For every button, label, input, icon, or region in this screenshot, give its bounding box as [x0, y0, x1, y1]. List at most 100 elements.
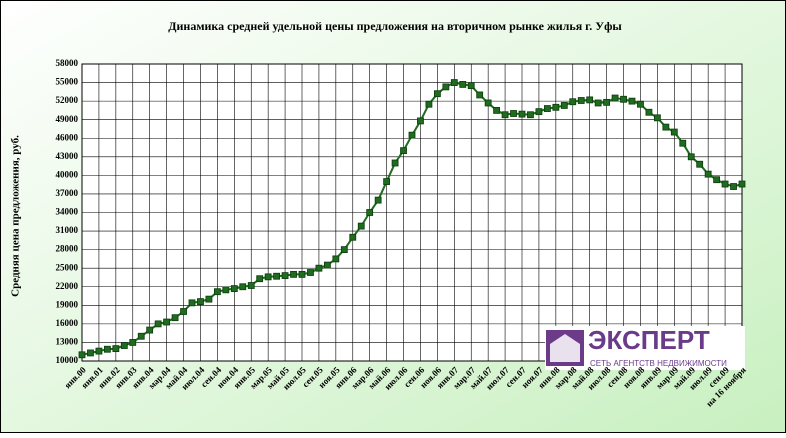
point-marker [213, 288, 221, 296]
point-marker [662, 123, 670, 131]
point-marker [467, 82, 475, 90]
point-marker [645, 108, 653, 116]
point-marker [696, 160, 704, 168]
y-tick-label: 31000 [56, 225, 79, 235]
y-tick-label: 49000 [56, 114, 79, 124]
point-marker [704, 170, 712, 178]
y-tick-label: 28000 [56, 244, 79, 254]
point-marker [95, 347, 103, 355]
y-tick-label: 34000 [56, 207, 79, 217]
point-marker [687, 153, 695, 161]
point-marker [560, 102, 568, 109]
point-marker [298, 270, 306, 278]
point-marker [273, 272, 281, 280]
point-marker [323, 261, 331, 269]
y-tick-label: 13000 [56, 337, 79, 347]
point-marker [171, 314, 179, 322]
point-marker [425, 100, 433, 108]
point-marker [332, 255, 340, 263]
point-marker [87, 349, 94, 357]
point-marker [459, 81, 467, 88]
point-marker [188, 299, 196, 307]
point-marker [603, 98, 611, 106]
point-marker [569, 98, 577, 106]
y-tick-label: 19000 [56, 299, 79, 309]
point-marker [738, 180, 746, 188]
point-marker [552, 103, 560, 111]
y-tick-label: 16000 [56, 318, 79, 328]
point-marker [577, 97, 585, 104]
point-marker [670, 128, 678, 136]
point-marker [637, 100, 644, 108]
point-marker [256, 275, 264, 283]
point-marker [290, 270, 297, 278]
point-marker [713, 176, 721, 184]
point-marker [543, 105, 551, 112]
point-marker [628, 97, 636, 105]
point-marker [129, 339, 137, 346]
point-marker [180, 308, 187, 315]
point-marker [730, 183, 737, 190]
point-marker [611, 94, 619, 102]
point-marker [205, 295, 213, 303]
point-marker [653, 114, 661, 122]
point-marker [501, 111, 509, 119]
y-tick-label: 25000 [56, 262, 79, 272]
point-marker [383, 178, 391, 185]
y-axis-label: Средняя цена предложения, руб. [10, 135, 22, 297]
point-marker [518, 110, 526, 118]
point-marker [510, 110, 517, 117]
point-marker [417, 117, 424, 125]
point-marker [594, 99, 602, 107]
y-tick-label: 58000 [56, 58, 79, 68]
y-tick-label: 52000 [56, 95, 79, 105]
point-marker [340, 246, 348, 254]
point-marker [78, 351, 86, 359]
point-marker [450, 79, 458, 86]
point-marker [120, 342, 128, 349]
point-marker [408, 131, 416, 139]
point-marker [679, 139, 687, 147]
point-marker [281, 272, 289, 280]
point-marker [442, 83, 450, 91]
y-tick-label: 22000 [56, 281, 79, 291]
point-marker [222, 286, 230, 294]
point-marker [154, 320, 162, 328]
point-marker [349, 233, 357, 241]
y-tick-label: 10000 [56, 355, 79, 365]
logo: ЭКСПЕРТ СЕТЬ АГЕНТСТВ НЕДВИЖИМОСТИ [545, 325, 745, 370]
y-tick-label: 46000 [56, 132, 79, 142]
logo-tagline: СЕТЬ АГЕНТСТВ НЕДВИЖИМОСТИ [590, 359, 727, 368]
logo-name: ЭКСПЕРТ [588, 325, 710, 355]
point-marker [239, 283, 247, 291]
point-marker [391, 159, 399, 167]
point-marker [137, 332, 145, 340]
point-marker [146, 326, 154, 334]
point-marker [400, 147, 407, 155]
point-marker [586, 96, 594, 104]
point-marker [366, 209, 374, 216]
y-tick-label: 40000 [56, 169, 79, 179]
point-marker [247, 282, 255, 289]
point-marker [230, 285, 238, 293]
point-marker [315, 264, 323, 272]
point-marker [476, 91, 484, 99]
point-marker [163, 318, 171, 326]
point-marker [527, 111, 534, 119]
point-marker [484, 99, 492, 107]
point-marker [433, 90, 441, 98]
point-marker [112, 345, 120, 353]
point-marker [307, 269, 314, 276]
y-tick-label: 37000 [56, 188, 79, 198]
point-marker [535, 108, 543, 116]
point-marker [620, 95, 627, 103]
logo-house [550, 334, 580, 362]
y-tick-label: 55000 [56, 77, 79, 87]
chart-title: Динамика средней удельной цены предложен… [168, 19, 622, 33]
point-marker [264, 273, 272, 281]
point-marker [197, 298, 204, 306]
point-marker [721, 180, 729, 188]
point-marker [374, 196, 382, 204]
point-marker [103, 345, 111, 353]
